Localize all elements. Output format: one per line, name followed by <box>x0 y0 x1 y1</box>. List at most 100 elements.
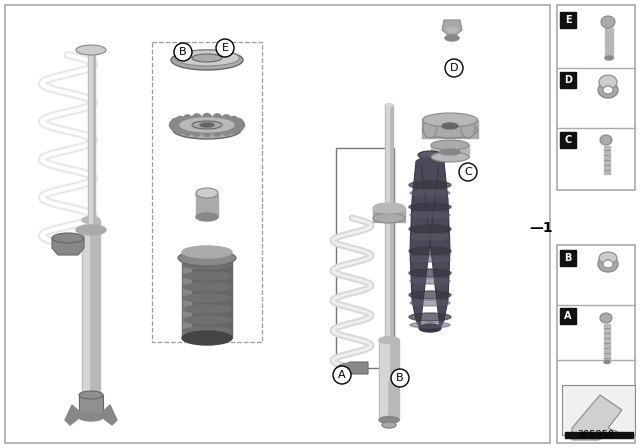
Text: C: C <box>464 167 472 177</box>
Ellipse shape <box>183 261 231 269</box>
Ellipse shape <box>422 122 477 138</box>
Ellipse shape <box>445 35 459 41</box>
Ellipse shape <box>88 48 95 52</box>
Ellipse shape <box>461 118 475 138</box>
Ellipse shape <box>409 313 451 321</box>
Ellipse shape <box>601 16 615 28</box>
Ellipse shape <box>418 151 442 159</box>
Ellipse shape <box>409 203 451 211</box>
Ellipse shape <box>196 188 218 198</box>
Circle shape <box>212 114 221 123</box>
Bar <box>604 146 610 174</box>
Circle shape <box>174 43 192 61</box>
Ellipse shape <box>409 247 451 255</box>
Ellipse shape <box>599 75 617 89</box>
Circle shape <box>234 118 243 127</box>
Circle shape <box>222 115 231 124</box>
Ellipse shape <box>410 212 450 218</box>
Text: A: A <box>564 311 572 321</box>
Ellipse shape <box>382 422 396 428</box>
Bar <box>560 308 576 324</box>
Bar <box>557 245 635 443</box>
Bar <box>379 340 399 420</box>
Polygon shape <box>52 238 84 255</box>
Ellipse shape <box>182 246 232 258</box>
Ellipse shape <box>599 252 617 264</box>
Circle shape <box>192 114 202 123</box>
Ellipse shape <box>76 45 106 55</box>
Ellipse shape <box>431 140 469 150</box>
Ellipse shape <box>410 278 450 284</box>
Ellipse shape <box>603 260 613 268</box>
Circle shape <box>170 121 179 129</box>
Circle shape <box>171 118 180 127</box>
Ellipse shape <box>192 121 222 129</box>
Bar <box>336 148 394 368</box>
Bar <box>385 105 393 380</box>
Circle shape <box>391 369 409 387</box>
Ellipse shape <box>423 118 437 138</box>
Circle shape <box>216 39 234 57</box>
Polygon shape <box>65 405 83 425</box>
Ellipse shape <box>183 305 231 313</box>
Text: B: B <box>396 373 404 383</box>
Ellipse shape <box>431 152 469 162</box>
Text: —1: —1 <box>529 221 553 235</box>
Ellipse shape <box>180 118 234 132</box>
Ellipse shape <box>183 294 231 302</box>
Ellipse shape <box>598 256 618 272</box>
Ellipse shape <box>410 256 450 262</box>
Bar <box>5 5 550 443</box>
Ellipse shape <box>196 213 218 221</box>
Ellipse shape <box>183 327 231 335</box>
Ellipse shape <box>410 300 450 306</box>
Text: B: B <box>179 47 187 57</box>
Ellipse shape <box>183 272 231 280</box>
Circle shape <box>459 163 477 181</box>
Bar <box>422 120 478 138</box>
Circle shape <box>171 123 180 132</box>
Ellipse shape <box>52 233 84 243</box>
Text: B: B <box>564 253 572 263</box>
Bar <box>79 395 103 417</box>
Ellipse shape <box>409 291 451 299</box>
Text: A: A <box>338 370 346 380</box>
Ellipse shape <box>603 86 613 94</box>
Circle shape <box>202 113 211 122</box>
Polygon shape <box>572 395 622 440</box>
Bar <box>373 208 405 222</box>
Text: C: C <box>564 135 572 145</box>
Text: E: E <box>221 43 228 53</box>
Ellipse shape <box>76 225 106 235</box>
Bar <box>560 72 576 88</box>
Ellipse shape <box>200 123 214 127</box>
Ellipse shape <box>598 82 618 98</box>
Circle shape <box>183 126 192 135</box>
Ellipse shape <box>182 331 232 345</box>
Circle shape <box>176 125 185 134</box>
Ellipse shape <box>178 250 236 266</box>
Ellipse shape <box>192 54 222 62</box>
Bar <box>196 195 218 217</box>
Ellipse shape <box>605 56 613 60</box>
Circle shape <box>234 123 243 132</box>
Ellipse shape <box>183 316 231 324</box>
Text: D: D <box>564 75 572 85</box>
Circle shape <box>202 128 211 137</box>
Ellipse shape <box>82 216 100 224</box>
Bar <box>89 51 92 225</box>
Ellipse shape <box>600 313 612 323</box>
Ellipse shape <box>410 190 450 196</box>
Ellipse shape <box>604 361 610 363</box>
Ellipse shape <box>373 213 405 223</box>
Circle shape <box>192 127 202 136</box>
Circle shape <box>183 115 192 124</box>
Ellipse shape <box>182 251 232 265</box>
Polygon shape <box>410 155 450 328</box>
Ellipse shape <box>422 113 477 127</box>
Circle shape <box>236 121 244 129</box>
Ellipse shape <box>409 269 451 277</box>
Bar <box>605 28 613 58</box>
Text: E: E <box>564 15 572 25</box>
Ellipse shape <box>373 203 405 213</box>
